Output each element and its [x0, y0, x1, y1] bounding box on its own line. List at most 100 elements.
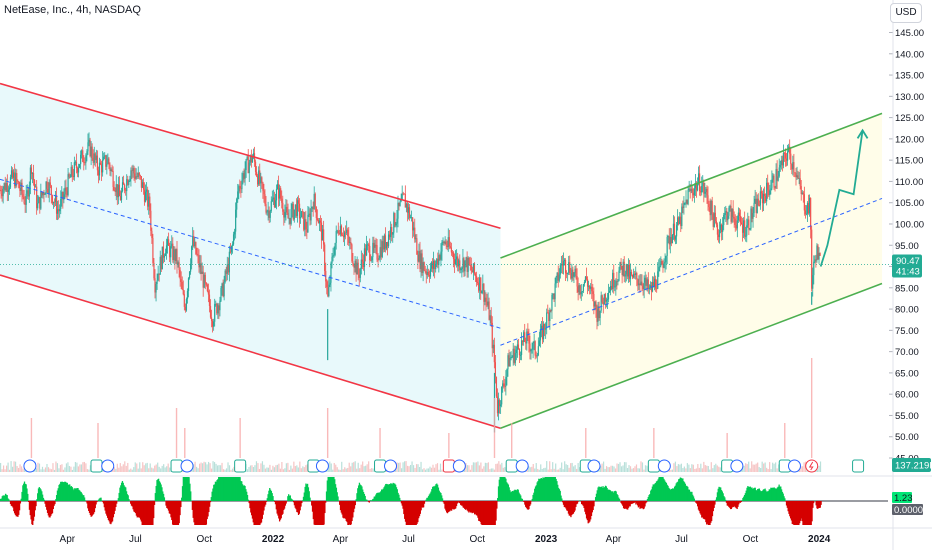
candle-body — [132, 168, 133, 171]
volume-bar — [435, 464, 436, 472]
volume-bar — [253, 467, 254, 472]
candle-body — [373, 243, 374, 248]
candle-body — [460, 269, 461, 270]
candle-body — [745, 236, 746, 237]
volume-bar — [283, 469, 284, 472]
candle-body — [332, 256, 333, 257]
candle-body — [607, 299, 608, 300]
time-axis-label: Jul — [402, 534, 415, 545]
volume-bar — [631, 469, 632, 472]
candle-body — [351, 244, 352, 261]
candle-body — [794, 172, 795, 173]
volume-bar — [803, 462, 804, 472]
candle-body — [703, 183, 704, 194]
candle-body — [337, 230, 338, 231]
candle-body — [808, 203, 809, 213]
volume-bar — [205, 462, 206, 472]
candle-body — [411, 217, 412, 218]
candle-body — [755, 199, 756, 203]
candle-body — [639, 283, 640, 284]
volume-badge-value: 137.219K — [895, 461, 932, 472]
candle-body — [770, 188, 771, 190]
candle-body — [268, 210, 269, 211]
candle-body — [153, 263, 154, 278]
volume-bar — [121, 466, 122, 472]
volume-bar — [489, 469, 490, 472]
candle-body — [582, 291, 583, 292]
candle-body — [602, 295, 603, 302]
candle-body — [160, 257, 161, 275]
candle-body — [385, 235, 386, 248]
candle-body — [303, 212, 304, 230]
candle-body — [769, 191, 770, 195]
volume-bar — [162, 466, 163, 472]
candle-body — [340, 226, 341, 234]
volume-bar — [637, 468, 638, 472]
candle-body — [419, 251, 420, 269]
volume-bar — [248, 467, 249, 472]
volume-bar — [491, 468, 492, 472]
volume-bar — [132, 470, 133, 472]
volume-bar — [536, 463, 537, 472]
volume-bar — [159, 467, 160, 472]
candle-body — [726, 211, 727, 220]
candle-body — [624, 262, 625, 277]
candle-body — [54, 202, 55, 203]
candle-body — [573, 273, 574, 277]
candle-body — [500, 404, 501, 406]
currency-button[interactable]: USD — [890, 3, 922, 23]
volume-bar — [818, 466, 819, 472]
candle-body — [817, 246, 818, 260]
volume-bar — [268, 468, 269, 472]
volume-bar — [784, 423, 785, 458]
volume-bar — [52, 463, 53, 472]
volume-bar — [224, 470, 225, 472]
price-axis-label: 115.00 — [895, 156, 923, 167]
candle-body — [594, 301, 595, 306]
candle-body — [368, 244, 369, 246]
volume-bar — [760, 468, 761, 472]
volume-bar — [694, 469, 695, 472]
candle-body — [316, 207, 317, 218]
volume-bar — [645, 465, 646, 472]
candle-body — [620, 262, 621, 266]
candle-body — [492, 323, 493, 348]
candle-body — [702, 183, 703, 186]
candle-body — [27, 190, 28, 193]
candle-body — [111, 169, 112, 171]
volume-bar — [266, 467, 267, 472]
candle-body — [315, 194, 316, 207]
volume-bar — [144, 465, 145, 472]
candle-body — [176, 249, 177, 265]
candle-body — [108, 158, 109, 164]
candle-body — [610, 286, 611, 291]
candle-body — [775, 169, 776, 188]
candle-body — [774, 187, 775, 188]
candle-body — [163, 247, 164, 258]
volume-bar — [232, 469, 233, 472]
volume-bar — [88, 470, 89, 472]
candle-body — [615, 281, 616, 287]
candle-body — [119, 185, 120, 196]
oscillator-bar — [273, 500, 274, 501]
price-axis-label: 65.00 — [895, 368, 919, 379]
candle-body — [101, 164, 102, 172]
candle-body — [716, 221, 717, 225]
volume-bar — [543, 468, 544, 472]
candle-body — [585, 277, 586, 282]
candle-body — [334, 255, 335, 256]
oscillator-bar — [266, 501, 267, 502]
volume-bar — [139, 462, 140, 472]
candle-body — [124, 185, 125, 191]
volume-bar — [257, 463, 258, 472]
candle-body — [244, 170, 245, 179]
volume-bar — [51, 469, 52, 472]
volume-bar — [769, 462, 770, 472]
candle-body — [115, 190, 116, 192]
dividend-marker-icon — [453, 460, 465, 472]
volume-bar — [613, 466, 614, 472]
candle-body — [477, 282, 478, 283]
oscillator-bar — [286, 501, 287, 504]
